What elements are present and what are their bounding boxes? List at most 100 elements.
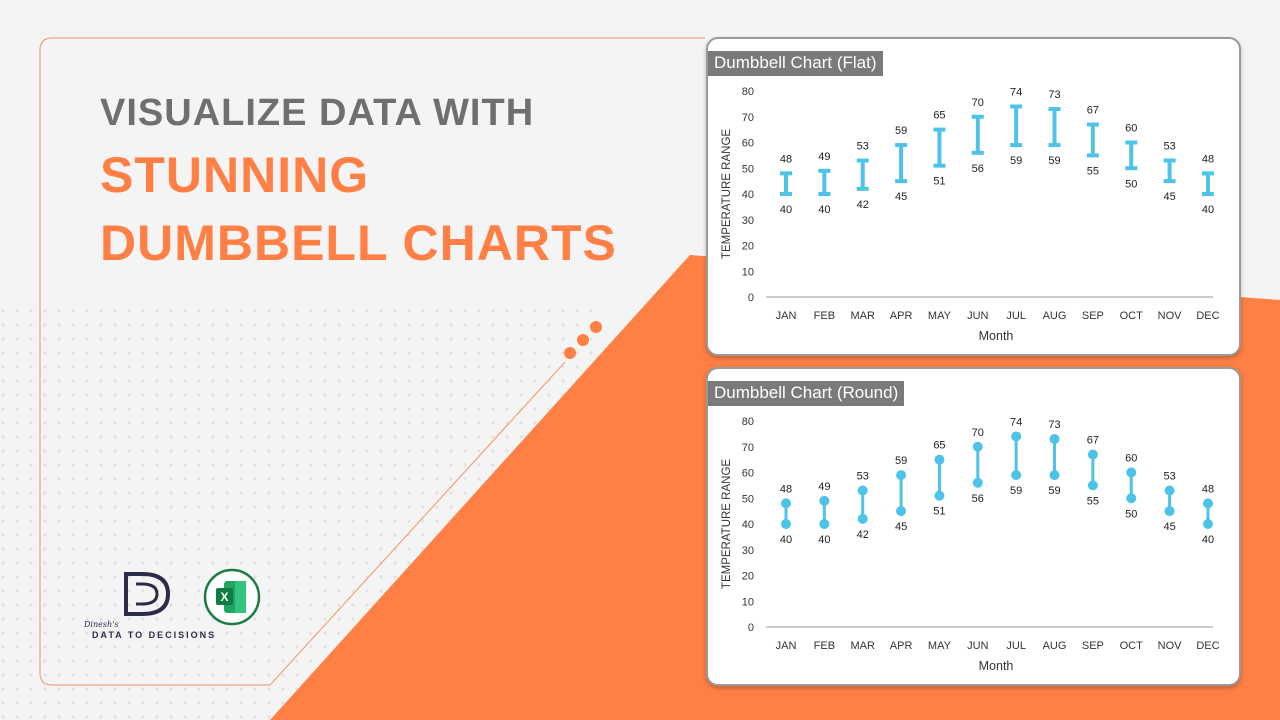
low-data-label: 51 [933, 506, 945, 518]
dumbbell-high-point [1126, 467, 1137, 478]
low-data-label: 45 [1163, 191, 1175, 203]
high-data-label: 49 [818, 151, 830, 163]
x-tick-label: AUG [1043, 640, 1067, 652]
high-data-label: 60 [1125, 123, 1137, 135]
x-tick-label: SEP [1082, 640, 1104, 652]
low-data-label: 50 [1125, 178, 1137, 190]
x-tick-label: MAR [850, 310, 875, 322]
y-tick-label: 40 [742, 519, 754, 531]
x-tick-label: OCT [1120, 310, 1144, 322]
y-tick-label: 60 [742, 468, 754, 480]
dumbbell-low-point [1011, 470, 1022, 481]
high-data-label: 67 [1087, 434, 1099, 446]
low-data-label: 45 [1163, 521, 1175, 533]
y-tick-label: 40 [742, 189, 754, 201]
y-tick-label: 30 [742, 215, 754, 227]
high-data-label: 59 [895, 125, 907, 137]
dumbbell-high-point [896, 470, 907, 481]
x-tick-label: JUN [967, 640, 988, 652]
dumbbell-low-point [1087, 480, 1098, 491]
low-data-label: 42 [857, 199, 869, 211]
chart-panel-round: 0 10 20 30 40 50 60 70 80 TEMPERATURE RANGE Month J… [706, 367, 1241, 686]
left-card-border [39, 37, 705, 686]
high-data-label: 53 [1163, 141, 1175, 153]
high-data-label: 65 [933, 110, 945, 122]
y-tick-label: 70 [742, 442, 754, 454]
dumbbell-high-point [1164, 485, 1175, 496]
high-data-label: 48 [1202, 483, 1214, 495]
high-data-label: 53 [857, 471, 869, 483]
low-data-label: 40 [780, 534, 792, 546]
excel-letter: X [220, 590, 228, 604]
y-tick-label: 20 [742, 571, 754, 583]
dumbbell-high-point [1011, 431, 1022, 442]
y-tick-label: 70 [742, 112, 754, 124]
low-data-label: 55 [1087, 165, 1099, 177]
low-data-label: 59 [1010, 485, 1022, 497]
x-tick-label: MAY [928, 310, 952, 322]
high-data-label: 74 [1010, 86, 1022, 98]
x-tick-label: AUG [1043, 310, 1067, 322]
high-data-label: 53 [1163, 471, 1175, 483]
x-tick-label: FEB [814, 310, 835, 322]
y-tick-label: 80 [742, 416, 754, 428]
x-tick-label: NOV [1158, 310, 1183, 322]
x-tick-label: APR [890, 640, 913, 652]
y-tick-label: 10 [742, 596, 754, 608]
dumbbell-high-point [972, 441, 983, 452]
low-data-label: 40 [818, 204, 830, 216]
x-axis-title: Month [979, 659, 1014, 673]
low-data-label: 50 [1125, 508, 1137, 520]
high-data-label: 70 [972, 427, 984, 439]
x-tick-label: MAR [850, 640, 875, 652]
high-data-label: 73 [1048, 89, 1060, 101]
low-data-label: 51 [933, 176, 945, 188]
dumbbell-high-point [1049, 434, 1060, 445]
high-data-label: 53 [857, 141, 869, 153]
x-tick-label: APR [890, 310, 913, 322]
dumbbell-low-point [1126, 493, 1137, 504]
high-data-label: 73 [1048, 419, 1060, 431]
low-data-label: 59 [1048, 155, 1060, 167]
y-tick-label: 20 [742, 241, 754, 253]
y-tick-label: 10 [742, 266, 754, 278]
dumbbell-high-point [819, 495, 830, 506]
high-data-label: 65 [933, 440, 945, 452]
x-tick-label: JUL [1006, 310, 1026, 322]
y-axis-title: TEMPERATURE RANGE [721, 459, 733, 589]
low-data-label: 59 [1048, 485, 1060, 497]
dumbbell-low-point [1049, 470, 1060, 481]
high-data-label: 48 [780, 483, 792, 495]
y-tick-label: 80 [742, 86, 754, 98]
x-tick-label: DEC [1196, 310, 1219, 322]
accent-dot [564, 347, 576, 359]
dumbbell-high-point [781, 498, 791, 509]
x-tick-label: JUN [967, 310, 988, 322]
x-tick-label: NOV [1158, 640, 1183, 652]
dumbbell-low-point [972, 477, 983, 488]
low-data-label: 45 [895, 191, 907, 203]
brand-name: DATA TO DECISIONS [92, 630, 217, 640]
dumbbell-low-point [781, 519, 791, 529]
dumbbell-low-point [1164, 506, 1175, 517]
accent-dot [577, 334, 589, 346]
high-data-label: 74 [1010, 416, 1022, 428]
dumbbell-low-point [896, 506, 907, 517]
headline-line2: STUNNING [100, 147, 370, 203]
y-tick-label: 30 [742, 545, 754, 557]
dumbbell-low-point [819, 519, 830, 529]
low-data-label: 42 [857, 529, 869, 541]
low-data-label: 40 [1202, 534, 1214, 546]
y-tick-label: 50 [742, 493, 754, 505]
chart-panel-flat: 0 10 20 30 40 50 60 70 80 TEMPERATURE RANGE Month J… [706, 37, 1241, 356]
dumbbell-high-point [934, 454, 945, 465]
low-data-label: 56 [972, 163, 984, 175]
low-data-label: 40 [1202, 204, 1214, 216]
high-data-label: 60 [1125, 453, 1137, 465]
dumbbell-low-point [934, 490, 945, 501]
y-tick-label: 60 [742, 138, 754, 150]
chart-flat: 0 10 20 30 40 50 60 70 80 TEMPERATURE RANGE Month J… [721, 86, 1220, 343]
chart-round: 0 10 20 30 40 50 60 70 80 TEMPERATURE RANGE Month J… [721, 416, 1220, 673]
headline-line1: VISUALIZE DATA WITH [100, 92, 535, 134]
y-axis-title: TEMPERATURE RANGE [721, 129, 733, 259]
